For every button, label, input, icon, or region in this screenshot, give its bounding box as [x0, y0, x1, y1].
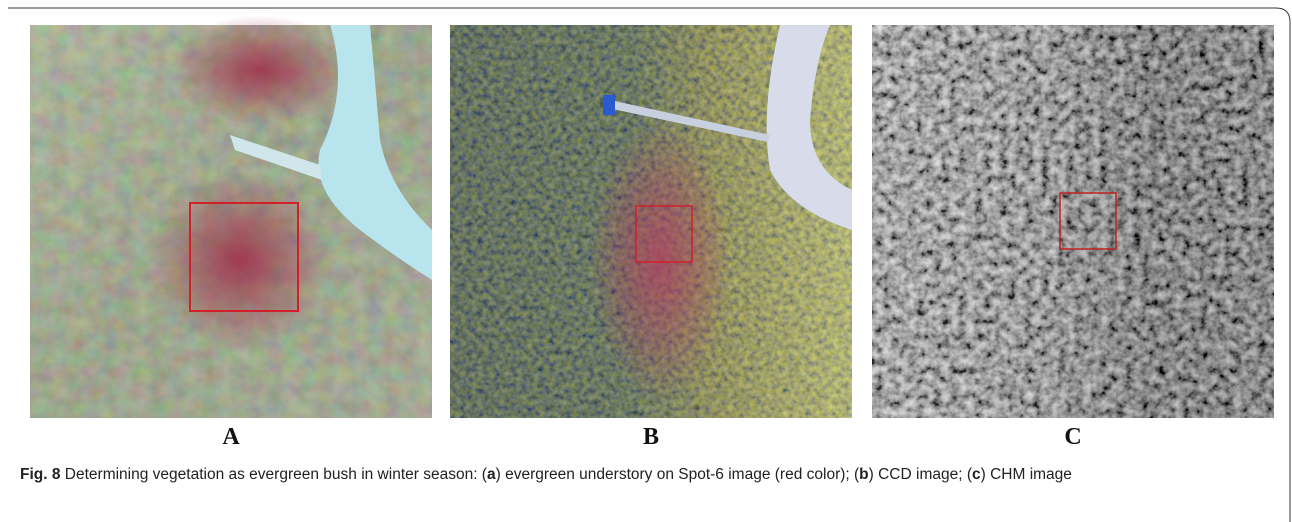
caption-text: Determining vegetation as evergreen bush… — [60, 466, 487, 483]
panel-label: B — [450, 424, 852, 451]
caption-bold-text: c — [972, 466, 981, 483]
page: A B C Fig. 8 Determining vegetation as e… — [0, 0, 1292, 522]
panel-label: C — [872, 424, 1274, 451]
caption-bold-text: a — [487, 466, 496, 483]
caption-bold-text: b — [859, 466, 868, 483]
caption-text: ) CCD image; ( — [869, 466, 972, 483]
panel-c-image — [872, 25, 1274, 418]
caption-text: ) CHM image — [981, 466, 1072, 483]
panel-b-image — [450, 25, 852, 418]
panel-a-image — [30, 15, 432, 418]
caption-bold-text: Fig. 8 — [20, 466, 60, 483]
caption-text: ) evergreen understory on Spot-6 image (… — [496, 466, 860, 483]
panel-label: A — [30, 424, 432, 451]
figure-caption: Fig. 8 Determining vegetation as evergre… — [20, 464, 1270, 486]
